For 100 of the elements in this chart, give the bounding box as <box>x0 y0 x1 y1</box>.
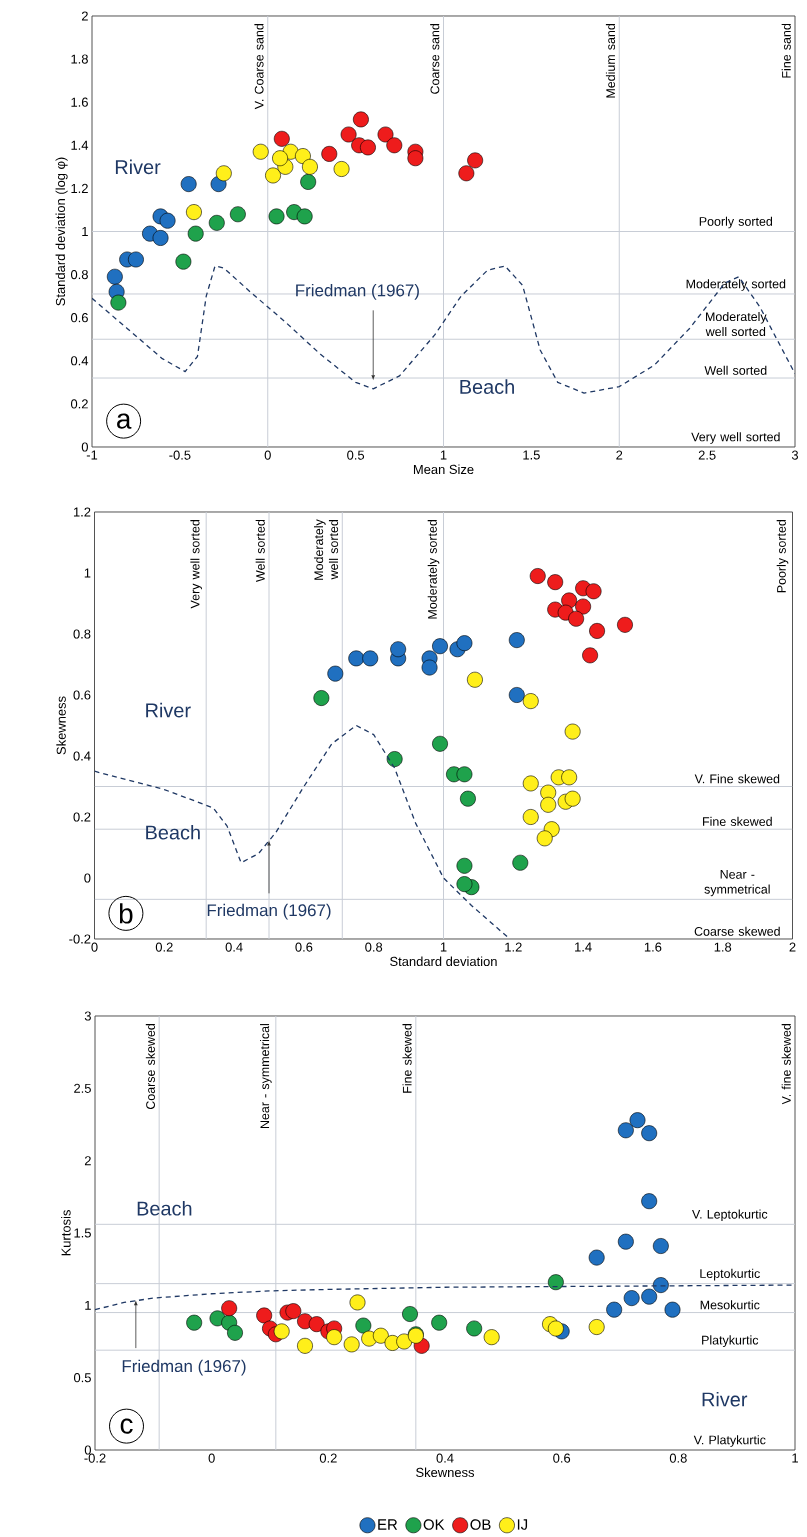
x-tick-label: 2 <box>616 450 623 460</box>
x-tick-label: 0 <box>91 942 98 952</box>
y-tick-label: 0.5 <box>73 1373 91 1383</box>
y-tick-label: 1.2 <box>73 507 91 517</box>
x-axis-title: Standard deviation <box>390 956 497 967</box>
ref-line-label: Mesokurtic <box>700 1300 760 1310</box>
ref-line-label: Medium sand <box>605 24 616 98</box>
ref-line-label: Poorly sorted <box>699 216 773 229</box>
annotation: Beach <box>137 1200 192 1216</box>
y-tick-label: 0.4 <box>73 751 91 761</box>
y-tick-label: 0.2 <box>70 399 88 409</box>
y-axis-title: Kurtosis <box>61 1210 71 1256</box>
annotation: V. fine skewed <box>781 1024 791 1105</box>
x-tick-label: 0.8 <box>669 1453 687 1463</box>
y-tick-label: 2 <box>81 11 88 21</box>
y-tick-label: 0.4 <box>70 356 89 366</box>
ref-line-label: Near - symmetrical <box>704 870 770 897</box>
y-tick-label: 1.4 <box>71 140 89 150</box>
legend-label: ER <box>378 1519 398 1530</box>
y-tick-label: 1 <box>84 568 91 578</box>
legend-label: IJ <box>517 1519 528 1530</box>
annotation: a <box>117 413 132 429</box>
y-tick-label: 0.2 <box>73 812 91 822</box>
annotation: Friedman (1967) <box>207 903 331 920</box>
x-tick-label: 3 <box>791 450 799 460</box>
x-tick-label: 1 <box>792 1453 798 1463</box>
ref-line-label: Platykurtic <box>702 1335 759 1347</box>
annotation: Beach <box>146 824 200 840</box>
annotation: b <box>119 903 133 924</box>
x-tick-label: 0.6 <box>295 942 313 952</box>
legend-label: OK <box>423 1519 445 1530</box>
x-tick-label: 0.2 <box>155 942 173 952</box>
ref-line-label: Moderately sorted <box>686 279 786 291</box>
x-tick-label: -0.5 <box>169 450 191 460</box>
y-tick-label: 0.6 <box>70 313 88 323</box>
x-tick-label: 1.5 <box>523 450 540 460</box>
annotation: V. Platykurtic <box>693 1435 766 1447</box>
ref-line-label: V. Coarse sand <box>254 24 264 110</box>
ref-line-label: Well sorted <box>255 520 265 582</box>
y-tick-label: 1.2 <box>71 183 88 193</box>
y-tick-label: 0.8 <box>73 629 91 639</box>
x-tick-label: -1 <box>86 450 98 460</box>
annotation: River <box>115 159 161 175</box>
x-axis-title: Mean Size <box>413 464 474 475</box>
x-tick-label: 0.2 <box>319 1453 337 1463</box>
ref-line-label: Moderately well sorted <box>314 519 339 580</box>
x-tick-label: 1.6 <box>644 942 662 952</box>
x-tick-label: 0.4 <box>436 1453 454 1463</box>
ref-line-label: V. Fine skewed <box>694 774 780 784</box>
ref-line-label: Coarse sand <box>430 24 440 94</box>
annotation: Friedman (1967) <box>296 283 419 300</box>
annotation: Very well sorted <box>691 432 780 444</box>
ref-line-label: Coarse skewed <box>145 1024 155 1110</box>
x-tick-label: 0.5 <box>347 450 365 460</box>
y-tick-label: 2.5 <box>74 1083 91 1093</box>
y-tick-label: 1.8 <box>71 54 88 64</box>
annotation: Fine sand <box>781 24 791 78</box>
y-tick-label: 1 <box>85 1300 91 1310</box>
x-tick-label: 0 <box>264 450 271 460</box>
x-tick-label: 1 <box>440 942 447 952</box>
x-tick-label: 1.4 <box>575 942 592 952</box>
ref-line-label: V. Leptokurtic <box>692 1209 768 1222</box>
annotation: Coarse skewed <box>694 926 780 936</box>
annotation: Beach <box>460 379 514 394</box>
ref-line-label: Very well sorted <box>190 520 202 609</box>
y-tick-label: 0 <box>84 873 91 883</box>
ref-line-label: Near - symmetrical <box>260 1024 272 1129</box>
x-tick-label: 2 <box>789 942 796 952</box>
annotation: Poorly sorted <box>776 520 789 593</box>
x-tick-label: 1 <box>440 450 447 460</box>
ref-line-label: Fine skewed <box>703 816 772 826</box>
y-tick-label: 1.6 <box>71 97 88 107</box>
y-tick-label: 3 <box>84 1011 91 1021</box>
y-axis-title: Skewness <box>56 696 66 755</box>
y-tick-label: 1.5 <box>74 1228 91 1238</box>
y-tick-label: 0.8 <box>70 270 88 280</box>
annotation: River <box>702 1391 748 1407</box>
x-tick-label: 0 <box>208 1453 215 1463</box>
x-tick-label: 0.8 <box>365 942 383 952</box>
x-tick-label: 1.2 <box>505 942 522 952</box>
annotation: River <box>146 702 191 718</box>
ref-line-label: Fine skewed <box>402 1024 412 1093</box>
y-tick-label: 0 <box>81 442 88 452</box>
x-axis-title: Skewness <box>416 1467 475 1478</box>
y-axis-title: Standard deviation (log φ) <box>55 157 68 306</box>
y-tick-label: 2 <box>84 1156 91 1166</box>
x-tick-label: 1.8 <box>714 942 732 952</box>
annotation: c <box>120 1418 133 1434</box>
y-tick-label: 1 <box>82 227 88 236</box>
annotation: Friedman (1967) <box>122 1359 246 1376</box>
ref-line-label: Well sorted <box>704 365 767 375</box>
y-tick-label: 0 <box>84 1445 91 1455</box>
y-tick-label: -0.2 <box>69 934 91 944</box>
x-tick-label: 2.5 <box>698 450 716 460</box>
ref-line-label: Leptokurtic <box>700 1268 760 1281</box>
x-tick-label: 0.4 <box>225 942 243 952</box>
ref-line-label: Moderately well sorted <box>705 311 767 337</box>
y-tick-label: 0.6 <box>73 690 91 700</box>
x-tick-label: 0.6 <box>553 1453 571 1463</box>
ref-line-label: Moderately sorted <box>427 520 440 619</box>
